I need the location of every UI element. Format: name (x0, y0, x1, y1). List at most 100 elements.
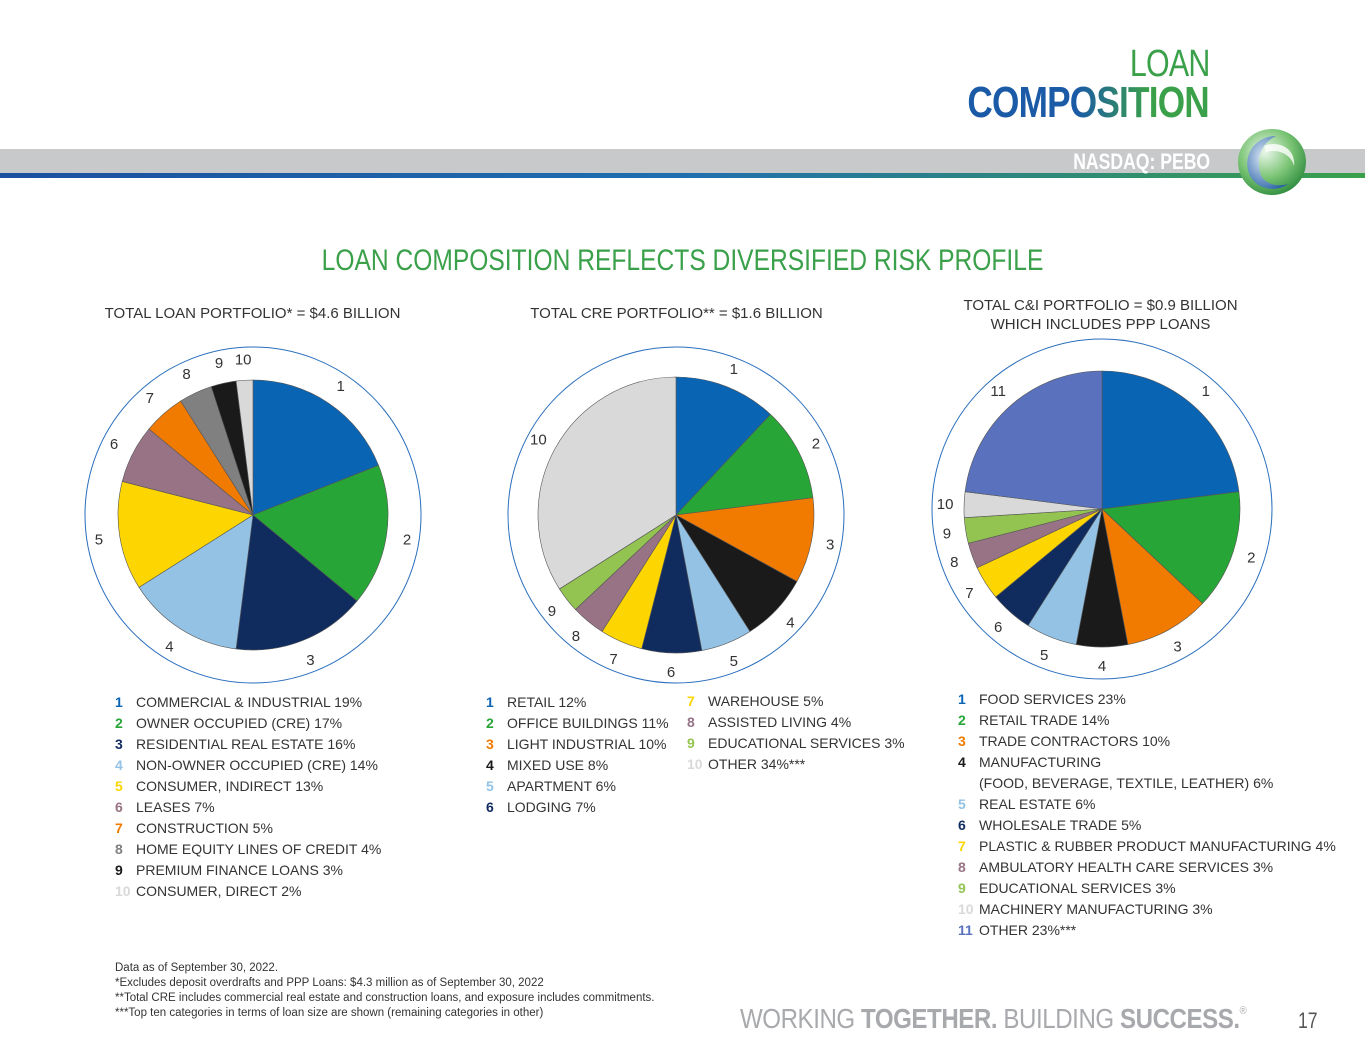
pie-slice-2 (252, 464, 389, 602)
legend-text: RESIDENTIAL REAL ESTATE 16% (136, 736, 356, 752)
pie-slice-1 (675, 376, 771, 516)
company-logo-icon (1238, 129, 1306, 195)
legend-item: 8 AMBULATORY HEALTH CARE SERVICES 3% (958, 857, 1336, 878)
pie-slice-label: 9 (215, 355, 223, 372)
tagline-part: WORKING (740, 1003, 861, 1034)
title-loan: LOAN (1129, 43, 1209, 85)
legend-item: 11 OTHER 23%*** (958, 920, 1336, 941)
legend-item: 7 PLASTIC & RUBBER PRODUCT MANUFACTURING … (958, 836, 1336, 857)
pie-slice-5 (117, 481, 254, 588)
legend-text: MANUFACTURING (979, 754, 1102, 770)
legend-item: 10 MACHINERY MANUFACTURING 3% (958, 899, 1336, 920)
legend-item: 9 EDUCATIONAL SERVICES 3% (687, 733, 905, 754)
pie-slice-label: 8 (950, 554, 958, 571)
footnote: **Total CRE includes commercial real est… (115, 992, 655, 1004)
pie-chart-cre-portfolio: 1 2 3 4 5 6 7 89 10 (507, 346, 845, 684)
header-band (0, 149, 1365, 173)
legend-item: 2 OWNER OCCUPIED (CRE) 17% (115, 713, 381, 734)
pie-slice-label: 8 (182, 366, 190, 383)
legend-text: NON-OWNER OCCUPIED (CRE) 14% (136, 757, 378, 773)
pie-slice-label: 7 (609, 651, 617, 668)
legend-text: RETAIL TRADE 14% (979, 712, 1110, 728)
legend-number: 7 (687, 693, 695, 709)
pie-slice-label: 10 (235, 351, 252, 368)
legend-item: 1 FOOD SERVICES 23% (958, 689, 1336, 710)
chart3-subtitle: WHICH INCLUDES PPP LOANS (990, 316, 1211, 333)
legend-number: 1 (486, 694, 494, 710)
pie-slice-label: 3 (306, 652, 314, 669)
ticker: NASDAQ: PEBO (1073, 149, 1210, 174)
legend-number: 11 (958, 922, 973, 938)
pie-slice-label: 11 (990, 383, 1006, 400)
pie-slice-10 (235, 379, 254, 516)
legend-item: 1 RETAIL 12% (486, 692, 669, 713)
pie-slice-1 (252, 379, 379, 516)
legend-cre-col1: 1 RETAIL 12% 2 OFFICE BUILDINGS 11% 3 LIGHT I… (486, 692, 669, 818)
legend-text: COMMERCIAL & INDUSTRIAL 19% (136, 694, 363, 710)
legend-text: MACHINERY MANUFACTURING 3% (979, 901, 1213, 917)
pie-slice-label: 4 (1098, 658, 1106, 675)
chart1-title: TOTAL LOAN PORTFOLIO* = $4.6 BILLION (104, 305, 401, 322)
legend-text: LEASES 7% (136, 799, 215, 815)
legend-number: 10 (687, 756, 703, 772)
legend-number: 3 (115, 736, 123, 752)
pie-outer-ring (507, 346, 845, 684)
pie-slice-label: 3 (1173, 639, 1181, 656)
pie-slice-label: 7 (965, 585, 973, 602)
pie-slice-label: 8 (572, 628, 580, 645)
legend-number: 9 (958, 880, 966, 896)
legend-item: 7 CONSTRUCTION 5% (115, 818, 381, 839)
legend-number: 4 (115, 757, 123, 773)
legend-number: 6 (958, 817, 966, 833)
pie-slice-10 (537, 376, 677, 590)
title-composition: COMPOSITION (967, 78, 1209, 127)
legend-number: 2 (486, 715, 494, 731)
legend-number: 10 (958, 901, 974, 917)
footnote: *Excludes deposit overdrafts and PPP Loa… (115, 977, 544, 989)
pie-slice-label: 2 (1247, 550, 1255, 567)
legend-item: 9 EDUCATIONAL SERVICES 3% (958, 878, 1336, 899)
legend-item: 5 REAL ESTATE 6% (958, 794, 1336, 815)
legend-number: 3 (958, 733, 966, 749)
pie-slice-label: 9 (943, 526, 951, 543)
legend-text: TRADE CONTRACTORS 10% (979, 733, 1171, 749)
legend-text: FOOD SERVICES 23% (979, 691, 1126, 707)
legend-item: 10 OTHER 34%*** (687, 754, 905, 775)
legend-text: AMBULATORY HEALTH CARE SERVICES 3% (979, 859, 1274, 875)
pie-slice-label: 6 (110, 436, 118, 453)
pie-slice-label: 10 (530, 431, 547, 448)
legend-item: 8 ASSISTED LIVING 4% (687, 712, 905, 733)
legend-item: 6 LODGING 7% (486, 797, 669, 818)
pie-outer-ring (84, 346, 422, 684)
legend-item: 5 CONSUMER, INDIRECT 13% (115, 776, 381, 797)
legend-item: 6 WHOLESALE TRADE 5% (958, 815, 1336, 836)
legend-item: 2 RETAIL TRADE 14% (958, 710, 1336, 731)
pie-chart-loan-portfolio: 1 2 3 4 5 6 7 8 9 10 (84, 346, 422, 684)
pie-slice-2 (675, 413, 814, 516)
legend-number: 6 (115, 799, 123, 815)
legend-text: OFFICE BUILDINGS 11% (507, 715, 669, 731)
legend-item: 1 COMMERCIAL & INDUSTRIAL 19% (115, 692, 381, 713)
pie-slice-11 (964, 370, 1103, 510)
chart3-title: TOTAL C&I PORTFOLIO = $0.9 BILLION (963, 297, 1238, 314)
tagline-part: TOGETHER. (860, 1003, 998, 1034)
pie-slice-4 (138, 514, 254, 650)
pie-slice-label: 5 (1040, 647, 1048, 664)
footnotes: Data as of September 30, 2022. *Excludes… (115, 961, 654, 1021)
pie-slice-1 (1101, 370, 1240, 510)
legend-item: 3 RESIDENTIAL REAL ESTATE 16% (115, 734, 381, 755)
pie-slice-label: 1 (337, 378, 345, 395)
pie-outer-ring (931, 338, 1273, 680)
legend-number: 8 (687, 714, 695, 730)
pie-slice-label: 6 (667, 664, 675, 681)
legend-text: CONSUMER, DIRECT 2% (136, 883, 302, 899)
legend-text: EDUCATIONAL SERVICES 3% (979, 880, 1176, 896)
legend-item: 3 TRADE CONTRACTORS 10% (958, 731, 1336, 752)
legend-item: 4 MIXED USE 8% (486, 755, 669, 776)
pie-slice-label: 10 (937, 496, 954, 513)
pie-slice-label: 2 (403, 531, 411, 548)
header-band-line (0, 173, 1365, 178)
legend-number: 5 (115, 778, 123, 794)
page-number: 17 (1298, 1008, 1318, 1033)
legend-number: 8 (115, 841, 123, 857)
